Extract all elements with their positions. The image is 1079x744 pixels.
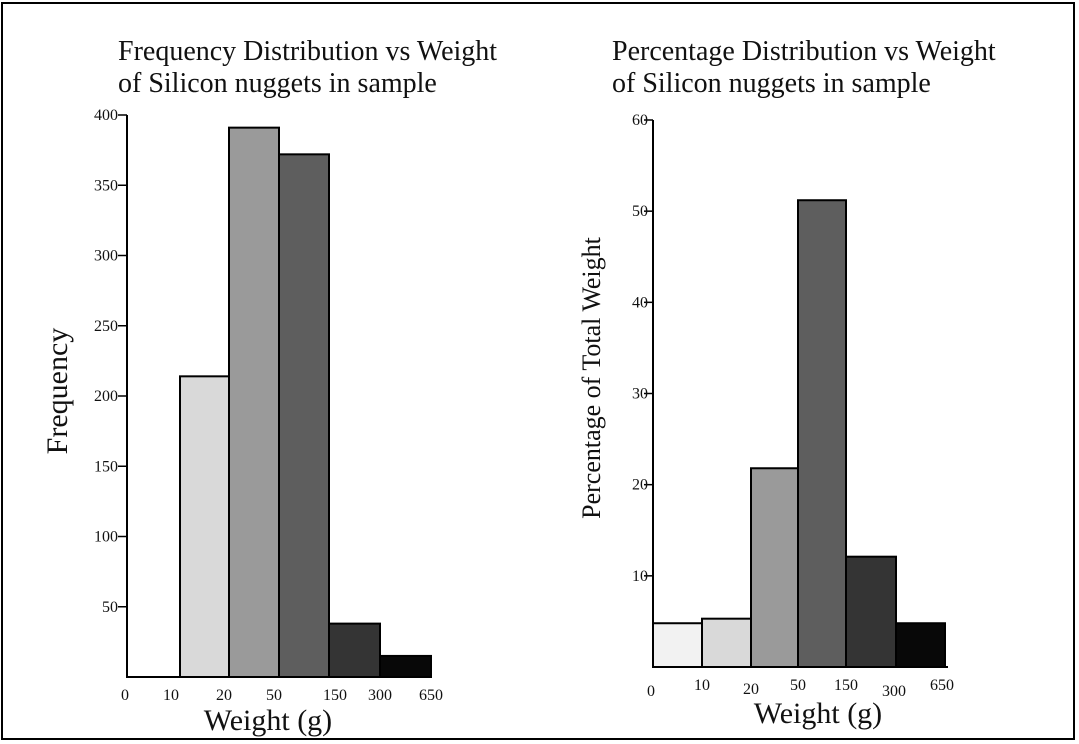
frequency-y-axis-label: Frequency xyxy=(41,328,74,455)
frequency-x-tick-label: 150 xyxy=(323,687,347,704)
percentage-x-axis-label: Weight (g) xyxy=(754,697,882,730)
percentage-x-tick-label: 50 xyxy=(790,677,806,694)
percentage-y-tick-label: 10 xyxy=(632,568,648,585)
percentage-y-tick-label: 60 xyxy=(632,112,648,129)
percentage-bar-50-150 xyxy=(797,199,847,669)
frequency-y-tick-label: 50 xyxy=(102,599,118,616)
percentage-x-ticks: 0 10 20 50 150 300 650 xyxy=(647,677,954,700)
percentage-y-tick-label: 40 xyxy=(632,294,648,311)
frequency-y-tick-label: 400 xyxy=(94,107,118,124)
percentage-title-line-2: of Silicon nuggets in sample xyxy=(612,68,931,99)
percentage-y-tick-label: 50 xyxy=(632,203,648,220)
frequency-bars xyxy=(179,126,432,678)
frequency-x-tick-label: 0 xyxy=(121,687,129,704)
percentage-y-tick-label: 20 xyxy=(632,477,648,494)
percentage-title-line-1: Percentage Distribution vs Weight xyxy=(612,36,996,67)
percentage-x-tick-label: 150 xyxy=(834,677,858,694)
percentage-x-tick-label: 0 xyxy=(647,683,655,700)
frequency-title-line-1: Frequency Distribution vs Weight xyxy=(118,36,497,67)
percentage-x-tick-label: 10 xyxy=(694,677,710,694)
frequency-bar-10-20 xyxy=(179,375,230,678)
frequency-y-ticks: 50 100 150 200 250 300 350 400 xyxy=(94,107,127,616)
frequency-y-tick-label: 200 xyxy=(94,388,118,405)
frequency-y-tick-label: 250 xyxy=(94,318,118,335)
frequency-x-tick-label: 650 xyxy=(419,687,443,704)
percentage-bar-10-20 xyxy=(701,617,752,668)
frequency-title-line-2: of Silicon nuggets in sample xyxy=(118,68,437,99)
percentage-chart: Percentage Distribution vs Weight of Sil… xyxy=(577,36,996,730)
percentage-bar-20-50 xyxy=(750,467,799,668)
frequency-axes xyxy=(126,115,431,678)
frequency-y-tick-label: 150 xyxy=(94,458,118,475)
percentage-x-tick-label: 650 xyxy=(930,677,954,694)
percentage-bar-0-10 xyxy=(652,622,703,668)
percentage-y-ticks: 10 20 30 40 50 60 xyxy=(632,112,653,585)
frequency-x-ticks: 0 10 20 50 150 300 650 xyxy=(121,687,443,704)
frequency-bar-50-150 xyxy=(278,153,330,678)
frequency-x-tick-label: 20 xyxy=(216,687,232,704)
frequency-y-tick-label: 350 xyxy=(94,177,118,194)
frequency-chart: Frequency Distribution vs Weight of Sili… xyxy=(41,36,497,737)
percentage-bar-300-650 xyxy=(895,622,946,668)
percentage-x-tick-label: 300 xyxy=(882,683,906,700)
frequency-y-tick-label: 100 xyxy=(94,529,118,546)
percentage-y-tick-label: 30 xyxy=(632,386,648,403)
frequency-y-tick-label: 300 xyxy=(94,248,118,265)
frequency-bar-150-300 xyxy=(328,622,381,678)
percentage-bars xyxy=(652,199,946,669)
frequency-x-tick-label: 50 xyxy=(266,687,282,704)
frequency-x-tick-label: 10 xyxy=(163,687,179,704)
frequency-bar-300-650 xyxy=(379,654,432,678)
frequency-x-tick-label: 300 xyxy=(368,687,392,704)
percentage-x-tick-label: 20 xyxy=(743,681,759,698)
frequency-x-axis-label: Weight (g) xyxy=(204,704,332,737)
frequency-bar-20-50 xyxy=(228,126,280,678)
percentage-bar-150-300 xyxy=(845,555,897,669)
percentage-y-axis-label: Percentage of Total Weight xyxy=(577,236,606,519)
